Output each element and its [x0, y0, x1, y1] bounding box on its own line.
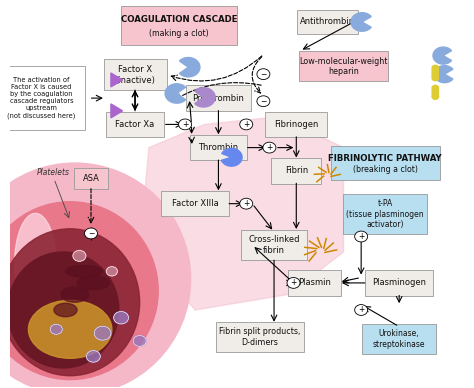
Ellipse shape — [0, 163, 191, 388]
Text: Fibrin: Fibrin — [285, 166, 308, 175]
Text: +: + — [243, 199, 249, 208]
Circle shape — [287, 277, 300, 288]
Wedge shape — [434, 66, 453, 83]
Text: Plasmin: Plasmin — [299, 279, 331, 288]
Circle shape — [240, 198, 253, 209]
FancyBboxPatch shape — [162, 191, 229, 217]
Ellipse shape — [61, 287, 89, 302]
Text: Fibrinogen: Fibrinogen — [274, 120, 319, 129]
FancyBboxPatch shape — [216, 322, 304, 352]
Ellipse shape — [15, 213, 56, 314]
Ellipse shape — [28, 300, 112, 358]
Text: +: + — [266, 143, 273, 152]
Text: (breaking a clot): (breaking a clot) — [353, 165, 418, 174]
FancyBboxPatch shape — [121, 6, 237, 45]
Text: Antithrombin: Antithrombin — [300, 17, 355, 26]
Circle shape — [355, 231, 368, 242]
Circle shape — [84, 228, 98, 239]
Circle shape — [240, 119, 253, 130]
FancyBboxPatch shape — [186, 85, 251, 111]
Ellipse shape — [0, 202, 158, 379]
Text: Plasminogen: Plasminogen — [372, 279, 426, 288]
Circle shape — [86, 351, 100, 362]
Text: Factor Xa: Factor Xa — [115, 120, 155, 129]
FancyBboxPatch shape — [0, 66, 84, 130]
FancyBboxPatch shape — [365, 270, 433, 296]
Ellipse shape — [8, 252, 119, 368]
FancyBboxPatch shape — [288, 270, 341, 296]
Circle shape — [257, 69, 270, 80]
Text: Low-molecular-weight
heparin: Low-molecular-weight heparin — [300, 57, 388, 76]
FancyBboxPatch shape — [103, 59, 166, 90]
Text: Factor X
(inactive): Factor X (inactive) — [115, 65, 155, 85]
Text: Fibrin split products,
D-dimers: Fibrin split products, D-dimers — [219, 327, 301, 347]
Polygon shape — [111, 73, 122, 87]
Circle shape — [263, 142, 276, 153]
FancyBboxPatch shape — [106, 112, 164, 137]
Text: Urokinase,
streptokinase: Urokinase, streptokinase — [373, 329, 425, 349]
Polygon shape — [140, 117, 344, 310]
Text: +: + — [182, 120, 188, 129]
Circle shape — [432, 94, 438, 99]
Text: −: − — [260, 97, 266, 106]
Ellipse shape — [65, 265, 102, 277]
Text: −: − — [260, 70, 266, 79]
Text: Thrombin: Thrombin — [199, 143, 238, 152]
FancyBboxPatch shape — [343, 194, 427, 234]
FancyBboxPatch shape — [271, 158, 321, 184]
Circle shape — [432, 70, 438, 76]
Text: COAGULATION CASCADE: COAGULATION CASCADE — [121, 16, 237, 24]
Text: −: − — [88, 229, 94, 238]
Circle shape — [94, 326, 111, 340]
Polygon shape — [111, 104, 122, 118]
Circle shape — [73, 250, 86, 261]
Circle shape — [432, 75, 438, 81]
FancyBboxPatch shape — [241, 230, 308, 260]
Circle shape — [179, 119, 191, 130]
Circle shape — [432, 88, 438, 94]
Text: +: + — [358, 232, 365, 241]
Text: +: + — [243, 120, 249, 129]
Text: +: + — [358, 305, 365, 315]
Text: Prothrombin: Prothrombin — [192, 94, 245, 102]
Text: (making a clot): (making a clot) — [149, 29, 209, 38]
Circle shape — [432, 91, 438, 97]
FancyBboxPatch shape — [297, 10, 358, 34]
Circle shape — [432, 73, 438, 78]
FancyBboxPatch shape — [330, 146, 440, 180]
FancyBboxPatch shape — [190, 135, 247, 160]
Circle shape — [106, 267, 118, 276]
Text: ASA: ASA — [82, 174, 100, 183]
Text: Factor XIIIa: Factor XIIIa — [172, 199, 219, 208]
Wedge shape — [165, 84, 186, 103]
Text: +: + — [290, 279, 297, 288]
Circle shape — [133, 336, 146, 346]
Wedge shape — [195, 88, 215, 107]
Text: Platelets: Platelets — [36, 168, 69, 177]
Circle shape — [432, 68, 438, 73]
Text: FIBRINOLYTIC PATHWAY: FIBRINOLYTIC PATHWAY — [328, 154, 442, 163]
Circle shape — [50, 324, 62, 334]
Circle shape — [355, 305, 368, 315]
Circle shape — [432, 85, 438, 91]
Wedge shape — [180, 57, 200, 77]
FancyBboxPatch shape — [299, 51, 388, 81]
Wedge shape — [221, 148, 242, 166]
Circle shape — [432, 65, 438, 71]
Wedge shape — [433, 47, 452, 64]
FancyBboxPatch shape — [74, 168, 108, 189]
Text: The activation of
Factor X is caused
by the coagulation
cascade regulators
upstr: The activation of Factor X is caused by … — [7, 77, 75, 119]
Ellipse shape — [77, 276, 109, 290]
Text: Cross-linked
fibrin: Cross-linked fibrin — [248, 236, 300, 255]
FancyBboxPatch shape — [362, 324, 437, 354]
FancyBboxPatch shape — [265, 112, 328, 137]
Ellipse shape — [54, 303, 77, 317]
Ellipse shape — [0, 229, 140, 376]
Text: t-PA
(tissue plasminogen
activator): t-PA (tissue plasminogen activator) — [346, 199, 424, 229]
Circle shape — [114, 312, 128, 324]
Wedge shape — [351, 13, 371, 31]
Circle shape — [257, 96, 270, 107]
